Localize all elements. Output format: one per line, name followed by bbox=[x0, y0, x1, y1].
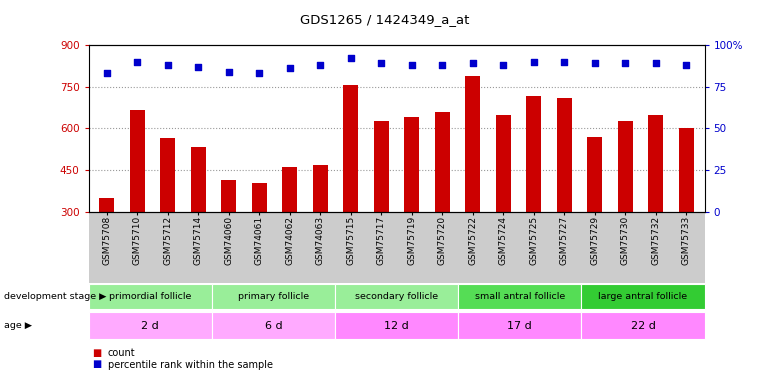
Point bbox=[650, 60, 662, 66]
Text: 2 d: 2 d bbox=[141, 321, 159, 331]
Point bbox=[527, 58, 540, 64]
Text: age ▶: age ▶ bbox=[4, 321, 32, 330]
Text: ■: ■ bbox=[92, 360, 102, 369]
Bar bbox=[191, 147, 206, 296]
Point bbox=[467, 60, 479, 66]
Bar bbox=[678, 128, 694, 296]
Bar bbox=[99, 198, 115, 296]
Point bbox=[436, 62, 448, 68]
Bar bbox=[129, 110, 145, 296]
Point bbox=[192, 64, 205, 70]
Bar bbox=[618, 122, 633, 296]
Bar bbox=[373, 122, 389, 296]
Bar bbox=[313, 165, 328, 296]
Point bbox=[680, 62, 692, 68]
Bar bbox=[588, 137, 602, 296]
Text: large antral follicle: large antral follicle bbox=[598, 292, 688, 301]
Text: 22 d: 22 d bbox=[631, 321, 655, 331]
Point bbox=[101, 70, 113, 76]
Text: development stage ▶: development stage ▶ bbox=[4, 292, 106, 301]
Text: count: count bbox=[108, 348, 136, 358]
Bar bbox=[282, 167, 297, 296]
Text: primary follicle: primary follicle bbox=[238, 292, 309, 301]
Point bbox=[406, 62, 418, 68]
Point bbox=[588, 60, 601, 66]
Bar bbox=[435, 112, 450, 296]
Text: small antral follicle: small antral follicle bbox=[474, 292, 565, 301]
Text: 12 d: 12 d bbox=[384, 321, 409, 331]
Bar bbox=[496, 114, 511, 296]
Point bbox=[558, 58, 571, 64]
Text: primordial follicle: primordial follicle bbox=[109, 292, 191, 301]
Text: GDS1265 / 1424349_a_at: GDS1265 / 1424349_a_at bbox=[300, 13, 470, 26]
Point bbox=[619, 60, 631, 66]
Text: percentile rank within the sample: percentile rank within the sample bbox=[108, 360, 273, 369]
Point bbox=[162, 62, 174, 68]
Bar bbox=[648, 114, 664, 296]
Bar bbox=[252, 183, 267, 296]
Point bbox=[131, 58, 143, 64]
Bar bbox=[404, 117, 420, 296]
Point bbox=[283, 65, 296, 71]
Point bbox=[375, 60, 387, 66]
Bar bbox=[526, 96, 541, 296]
Point bbox=[497, 62, 510, 68]
Point bbox=[253, 70, 266, 76]
Point bbox=[345, 56, 357, 62]
Text: 6 d: 6 d bbox=[265, 321, 282, 331]
Bar bbox=[343, 86, 358, 296]
Bar bbox=[221, 180, 236, 296]
Bar bbox=[465, 76, 480, 296]
Text: ■: ■ bbox=[92, 348, 102, 358]
Bar bbox=[557, 98, 572, 296]
Bar bbox=[160, 138, 176, 296]
Text: 17 d: 17 d bbox=[507, 321, 532, 331]
Point bbox=[314, 62, 326, 68]
Point bbox=[223, 69, 235, 75]
Text: secondary follicle: secondary follicle bbox=[355, 292, 438, 301]
